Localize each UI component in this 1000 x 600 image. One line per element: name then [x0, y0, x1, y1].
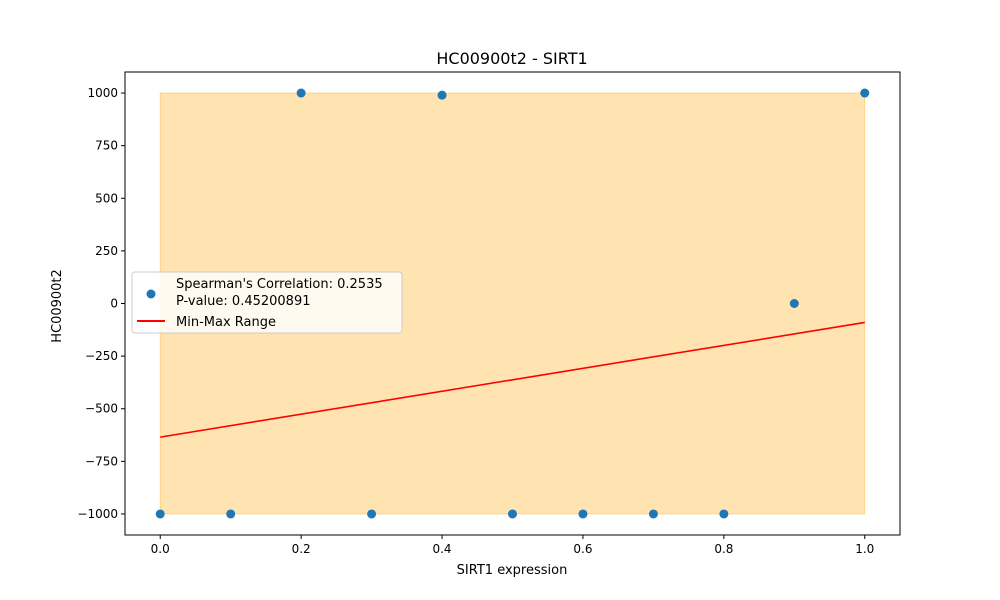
chart-title: HC00900t2 - SIRT1: [436, 49, 587, 68]
scatter-point: [789, 299, 799, 308]
scatter-point: [155, 509, 165, 519]
scatter-point: [860, 88, 870, 98]
scatter-point: [578, 509, 588, 519]
legend-label-line: Min-Max Range: [176, 315, 276, 330]
min-max-line: [160, 321, 865, 438]
y-tick-label: −750: [85, 454, 118, 468]
y-tick-label: 500: [95, 191, 118, 205]
legend-label-scatter-line-2: P-value: 0.45200891: [176, 294, 311, 309]
scatter-point: [508, 509, 517, 519]
y-axis-label: HC00900t2: [50, 269, 65, 343]
x-tick-label: 1.0: [855, 542, 874, 556]
x-tick-label: 0.6: [573, 542, 592, 556]
y-tick-label: 0: [110, 297, 118, 311]
y-tick-label: 250: [95, 244, 118, 258]
x-tick-label: 0.4: [432, 542, 451, 556]
legend-label-scatter-line-1: Spearman's Correlation: 0.2535: [176, 277, 383, 292]
x-tick-label: 0.8: [714, 542, 733, 556]
scatter-point: [719, 509, 729, 519]
x-tick-label: 0.0: [151, 542, 170, 556]
y-tick-label: −250: [85, 349, 118, 363]
scatter-point: [296, 88, 306, 98]
x-tick-label: 0.2: [292, 542, 311, 556]
scatter-point: [437, 90, 447, 100]
legend-marker-scatter: [146, 289, 156, 299]
y-tick-label: −500: [85, 402, 118, 416]
scatter-point: [226, 509, 236, 519]
y-tick-label: −1000: [77, 507, 118, 521]
legend-frame: [131, 271, 403, 334]
x-axis-label: SIRT1 expression: [457, 563, 568, 578]
scatter-point: [648, 509, 658, 519]
legend: Spearman's Correlation: 0.2535 P-value: …: [131, 271, 403, 334]
y-tick-label: 750: [95, 139, 118, 153]
y-tick-label: 1000: [87, 86, 118, 100]
scatter-point: [367, 509, 377, 519]
